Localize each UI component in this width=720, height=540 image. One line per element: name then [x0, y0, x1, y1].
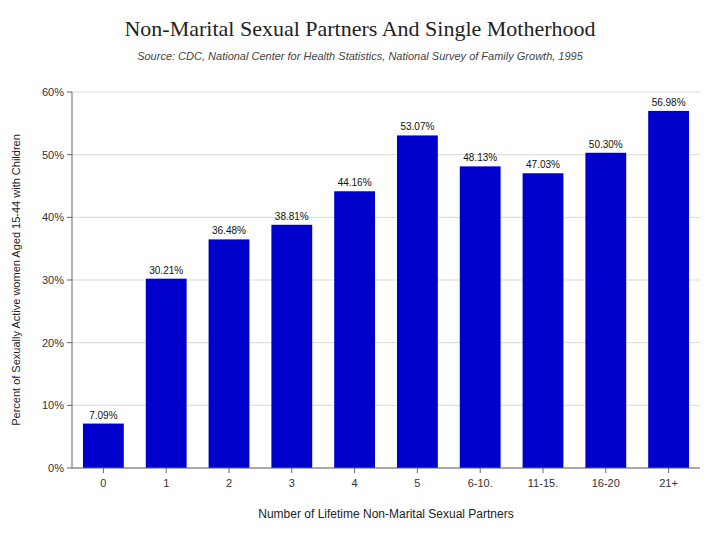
y-tick	[67, 154, 72, 155]
y-tick	[67, 92, 72, 93]
x-tick	[543, 468, 544, 473]
y-tick	[67, 405, 72, 406]
bar	[648, 111, 689, 468]
title: Non-Marital Sexual Partners And Single M…	[124, 16, 595, 41]
y-axis-line	[72, 92, 73, 468]
x-tick-label: 1	[163, 477, 169, 489]
x-axis: 0 1 2 3 4 5 6-10. 11-15. 16-20 21+	[100, 468, 678, 489]
bars	[83, 111, 689, 468]
bar	[397, 135, 438, 468]
x-tick	[229, 468, 230, 473]
background	[0, 0, 720, 540]
data-labels: 7.09% 30.21% 36.48% 38.81% 44.16% 53.07% 48.13…	[89, 97, 685, 421]
x-tick-label: 3	[289, 477, 295, 489]
x-tick	[166, 468, 167, 473]
x-tick-label: 2	[226, 477, 232, 489]
x-tick	[668, 468, 669, 473]
bar	[523, 173, 564, 468]
x-axis-label: Number of Lifetime Non-Marital Sexual Pa…	[258, 507, 513, 521]
data-label: 38.81%	[275, 211, 309, 222]
data-label: 50.30%	[589, 139, 623, 150]
chart: Non-Marital Sexual Partners And Single M…	[0, 0, 720, 540]
grid	[72, 92, 700, 468]
y-tick-label: 10%	[42, 399, 64, 411]
x-tick	[291, 468, 292, 473]
data-label: 53.07%	[400, 121, 434, 132]
x-tick-label: 16-20	[592, 477, 620, 489]
bar	[460, 166, 501, 468]
y-tick	[67, 468, 72, 469]
subtitle: Source: CDC, National Center for Health …	[137, 50, 584, 62]
data-label: 47.03%	[526, 159, 560, 170]
bar	[585, 153, 626, 468]
data-label: 48.13%	[463, 152, 497, 163]
y-tick-label: 60%	[42, 86, 64, 98]
y-tick	[67, 217, 72, 218]
y-tick-label: 40%	[42, 211, 64, 223]
y-tick-label: 50%	[42, 149, 64, 161]
y-tick-label: 0%	[48, 462, 64, 474]
y-tick	[67, 342, 72, 343]
x-tick-label: 4	[352, 477, 358, 489]
data-label: 7.09%	[89, 410, 117, 421]
x-tick-label: 0	[100, 477, 106, 489]
x-tick	[103, 468, 104, 473]
x-tick-label: 21+	[659, 477, 678, 489]
bar	[83, 424, 124, 468]
y-tick	[67, 280, 72, 281]
y-tick-label: 30%	[42, 274, 64, 286]
grid-line	[72, 92, 700, 93]
x-tick-label: 6-10.	[468, 477, 493, 489]
y-axis: 0% 10% 20% 30% 40% 50% 60%	[42, 86, 72, 474]
x-tick	[417, 468, 418, 473]
data-label: 30.21%	[149, 265, 183, 276]
bar	[271, 225, 312, 468]
x-tick-label: 11-15.	[528, 477, 558, 489]
x-tick	[354, 468, 355, 473]
data-label: 36.48%	[212, 225, 246, 236]
x-tick	[605, 468, 606, 473]
y-tick-label: 20%	[42, 337, 64, 349]
x-tick	[480, 468, 481, 473]
bar	[146, 279, 187, 468]
data-label: 56.98%	[652, 97, 686, 108]
x-tick-label: 5	[414, 477, 420, 489]
bar	[334, 191, 375, 468]
data-label: 44.16%	[338, 177, 372, 188]
bar	[209, 239, 250, 468]
y-axis-label: Percent of Sexually Active women Aged 15…	[10, 134, 22, 426]
